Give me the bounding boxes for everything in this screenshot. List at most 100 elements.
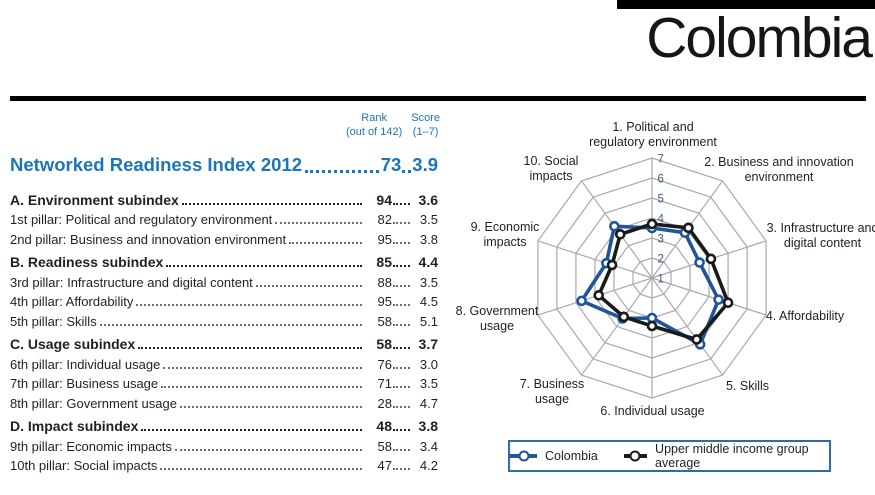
radar-tick-label: 2 (658, 254, 664, 266)
row-score: 3.7 (418, 336, 438, 352)
dotted-leader (393, 386, 410, 388)
dotted-leader (289, 241, 362, 244)
dotted-leader (166, 265, 362, 267)
radar-chart: 1 2 3 4 5 6 7 1. Political and regulatory envi… (440, 100, 875, 445)
series-marker (646, 218, 658, 230)
row-rank: 82 (377, 212, 392, 227)
dotted-leader (393, 304, 410, 306)
series-marker (705, 253, 717, 265)
pillar-row: 6th pillar: Individual usage 76 3.0 (10, 352, 438, 372)
radar-category-label: 8. Government usage (455, 304, 539, 333)
pillar-row: 7th pillar: Business usage 71 3.5 (10, 372, 438, 391)
series-marker (576, 295, 587, 307)
radar-category-label: 3. Infrastructure and digital content (766, 221, 875, 250)
row-score: 4.4 (418, 254, 438, 270)
row-score: 3.5 (419, 274, 438, 290)
row-label: 2nd pillar: Business and innovation envi… (10, 231, 287, 247)
dotted-leader (393, 241, 410, 244)
nri-score: 3.9 (412, 154, 438, 175)
dotted-leader (393, 448, 410, 451)
radar-tick-label: 5 (658, 194, 664, 206)
dotted-leader (141, 429, 362, 431)
row-label: B. Readiness subindex (10, 254, 164, 270)
radar-grid-ring (537, 157, 767, 399)
subindex-row: D. Impact subindex 48 3.8 (10, 415, 438, 434)
series-marker (593, 290, 605, 301)
dotted-leader (275, 222, 362, 224)
row-score: 3.8 (418, 418, 438, 434)
row-label: 1st pillar: Political and regulatory env… (10, 212, 273, 227)
dotted-leader (160, 468, 362, 470)
series-marker (694, 257, 705, 268)
series-marker (691, 334, 702, 345)
series-marker (614, 229, 626, 240)
dotted-leader (393, 265, 410, 267)
series-marker (609, 220, 620, 232)
row-rank: 95 (377, 231, 392, 247)
dotted-leader (393, 202, 410, 205)
row-score: 5.1 (419, 313, 438, 329)
dotted-leader (161, 386, 362, 388)
rank-sublabel: (out of 142) (345, 125, 403, 138)
dotted-leader (179, 405, 362, 408)
row-score: 4.2 (419, 458, 438, 473)
pillar-row: 5th pillar: Skills 58 5.1 (10, 309, 438, 329)
row-label: 3rd pillar: Infrastructure and digital c… (10, 274, 253, 290)
dotted-leader (174, 448, 362, 451)
radar-tick-label: 1 (658, 274, 664, 286)
pillar-row: 8th pillar: Government usage 28 4.7 (10, 391, 438, 411)
legend-marker-dot (518, 450, 529, 462)
row-score: 4.7 (419, 395, 438, 411)
radar-category-label: 6. Individual usage (600, 404, 705, 418)
radar-category-label: 10. Social impacts (523, 154, 579, 183)
dotted-leader (393, 366, 410, 369)
pillar-row: 9th pillar: Economic impacts 58 3.4 (10, 434, 438, 454)
dotted-leader (393, 468, 410, 470)
row-score: 3.5 (419, 376, 438, 391)
nri-table: Rank (out of 142) Score (1–7) Networked … (10, 100, 440, 473)
row-rank: 28 (377, 395, 392, 411)
row-rank: 58 (376, 336, 392, 352)
legend-item: Upper middle income group average (623, 442, 829, 470)
legend-marker-icon (510, 450, 537, 462)
legend-label: Upper middle income group average (655, 442, 809, 470)
page-title: Colombia (646, 6, 873, 70)
row-label: 6th pillar: Individual usage (10, 356, 161, 372)
row-score: 3.4 (419, 438, 438, 454)
subindex-row: B. Readiness subindex 85 4.4 (10, 251, 438, 270)
pillar-row: 10th pillar: Social impacts 47 4.2 (10, 454, 438, 473)
nri-rank: 73 (380, 154, 402, 175)
row-rank: 85 (376, 254, 392, 270)
radar-category-label: 4. Affordability (765, 309, 845, 323)
radar-chart-canvas: 1 2 3 4 5 6 7 (537, 154, 767, 399)
row-label: C. Usage subindex (10, 336, 136, 352)
row-label: D. Impact subindex (10, 418, 139, 434)
legend-marker-dot (629, 450, 641, 462)
radar-grid-ring (556, 177, 748, 379)
dotted-leader (305, 170, 379, 173)
dotted-leader (99, 323, 362, 326)
pillar-row: 4th pillar: Affordability 95 4.5 (10, 290, 438, 309)
row-score: 4.5 (419, 294, 438, 309)
radar-category-label: 7. Business usage (519, 377, 585, 406)
pillar-row: 1st pillar: Political and regulatory env… (10, 208, 438, 227)
row-label: 4th pillar: Affordability (10, 294, 134, 309)
nri-title-row: Networked Readiness Index 2012 73 3.9 (10, 152, 438, 176)
score-sublabel: (1–7) (412, 125, 439, 138)
row-label: A. Environment subindex (10, 191, 179, 208)
row-rank: 95 (377, 294, 392, 309)
header-divider (10, 96, 866, 101)
header-accent-bar (617, 0, 875, 9)
row-rank: 71 (377, 376, 392, 391)
row-rank: 94 (376, 191, 392, 208)
row-label: 8th pillar: Government usage (10, 395, 177, 411)
rank-column-header: Rank (out of 142) (346, 112, 402, 139)
dotted-leader (138, 347, 362, 349)
radar-category-label: 5. Skills (725, 379, 770, 393)
row-score: 3.5 (419, 212, 438, 227)
legend-label: Colombia (545, 449, 598, 463)
row-score: 3.0 (419, 356, 438, 372)
legend-marker-icon (623, 450, 648, 462)
row-score: 3.8 (419, 231, 438, 247)
